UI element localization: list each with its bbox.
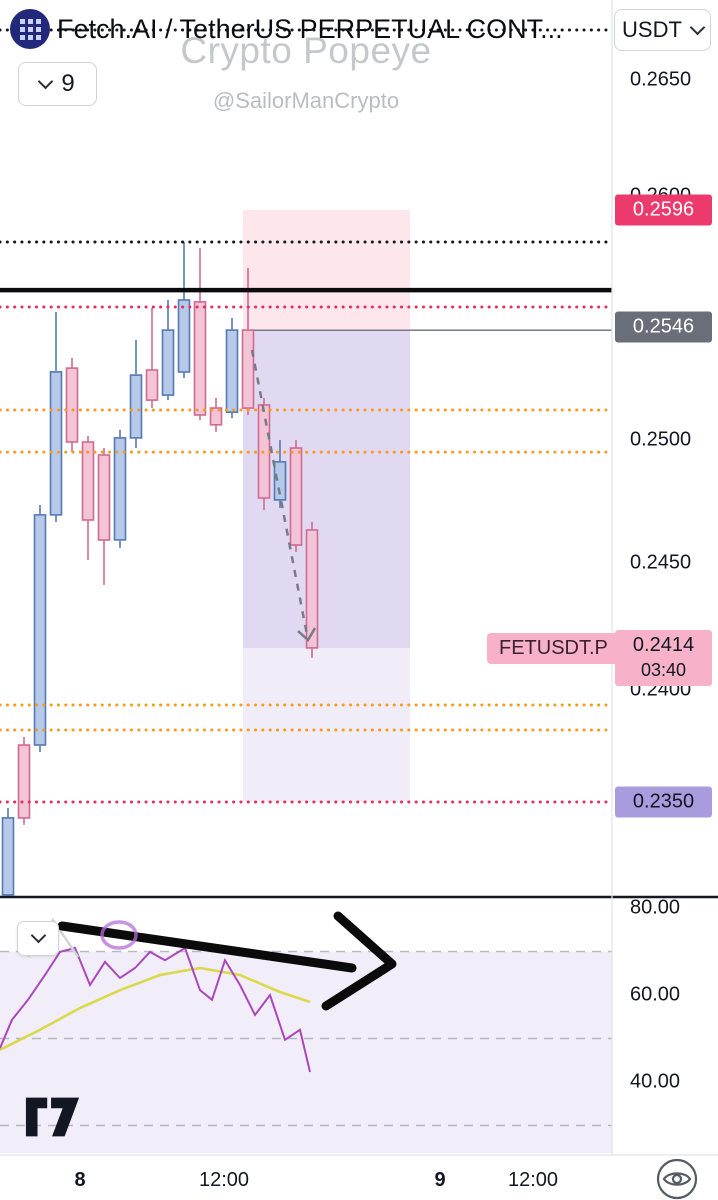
price-axis-label: 80.00	[630, 896, 681, 919]
currency-selector-button[interactable]: USDT	[614, 9, 711, 51]
candle-body	[97, 454, 111, 541]
rsi-ma-line	[0, 966, 311, 1051]
candle-body	[305, 529, 319, 649]
candle-body	[65, 367, 79, 443]
candle-body	[225, 329, 239, 414]
candle-body	[161, 329, 175, 396]
candle-body	[17, 744, 31, 819]
rsi-line	[0, 946, 311, 1073]
entry-price-badge[interactable]: 0.2546	[615, 311, 712, 343]
target-price-badge[interactable]: 0.2350	[615, 786, 712, 818]
symbol-logo-icon	[10, 9, 50, 49]
price-axis-label: 0.2450	[630, 551, 692, 574]
candle-body	[81, 441, 95, 521]
candle-body	[129, 374, 143, 439]
candle-body	[33, 514, 47, 746]
price-axis-label: 0.2650	[630, 68, 692, 91]
eye-icon	[656, 1158, 698, 1200]
drawn-arrow-shaft	[57, 921, 357, 973]
chevron-down-icon	[38, 73, 54, 89]
symbol-price-tag: FETUSDT.P	[487, 633, 620, 664]
candle-body	[1, 817, 15, 896]
logo-glyph-1	[25, 1097, 48, 1137]
candle-body	[177, 299, 191, 373]
chevron-down-icon	[689, 19, 706, 35]
time-axis-label: 12:00	[507, 1169, 559, 1191]
chevron-down-icon	[30, 927, 46, 944]
candle-body	[193, 301, 207, 416]
tradingview-logo[interactable]	[24, 1094, 82, 1140]
time-axis-label: 8	[74, 1169, 86, 1191]
currency-label: USDT	[622, 17, 682, 42]
indicator-collapse-button[interactable]	[17, 921, 59, 956]
time-axis-label: 12:00	[198, 1169, 250, 1191]
short-position-extension-zone	[243, 647, 410, 802]
price-axis-label: 60.00	[630, 983, 681, 1006]
price-axis-label: 40.00	[630, 1070, 681, 1093]
symbol-title: Fetch.AI / TetherUS PERPETUAL CONT...	[57, 14, 563, 44]
candle-body	[49, 371, 63, 516]
logo-glyph-7	[51, 1097, 80, 1137]
candle-body	[273, 461, 287, 501]
candle-body	[289, 447, 303, 546]
interval-selector-button[interactable]: 9	[18, 62, 97, 106]
drawn-arrow-head	[321, 911, 397, 1011]
stop-price-badge[interactable]: 0.2596	[615, 194, 712, 226]
price-axis-label: 0.2500	[630, 428, 692, 451]
bar-countdown: 03:40	[640, 660, 687, 680]
candle-body	[113, 437, 127, 541]
candle-body	[209, 407, 223, 426]
drawn-circle-annotation	[100, 920, 138, 950]
current-price: 0.2414	[632, 634, 695, 656]
candle-body	[145, 369, 159, 401]
projection-arrowhead	[297, 627, 317, 642]
current-price-badge: 0.2414 03:40	[615, 630, 712, 686]
candle-body	[241, 329, 255, 409]
short-position-profit-zone	[243, 330, 410, 648]
time-axis-label: 9	[434, 1169, 446, 1191]
interval-value: 9	[61, 70, 75, 97]
hide-drawings-eye-button[interactable]	[655, 1157, 699, 1200]
short-position-stop-zone	[243, 209, 410, 331]
logo-dot-grid	[27, 26, 33, 32]
